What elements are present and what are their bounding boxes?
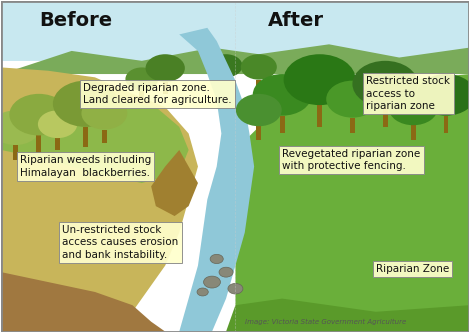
Circle shape bbox=[236, 94, 282, 126]
Text: Before: Before bbox=[39, 11, 112, 30]
Bar bbox=[383, 107, 388, 127]
Circle shape bbox=[389, 91, 438, 125]
Circle shape bbox=[352, 61, 418, 107]
Bar bbox=[13, 145, 18, 160]
Text: Revegetated riparian zone
with protective fencing.: Revegetated riparian zone with protectiv… bbox=[282, 149, 420, 171]
Circle shape bbox=[53, 81, 118, 127]
Bar bbox=[163, 82, 167, 94]
Bar bbox=[83, 127, 88, 147]
Bar bbox=[36, 136, 41, 153]
Circle shape bbox=[326, 81, 379, 118]
Circle shape bbox=[253, 74, 312, 116]
Circle shape bbox=[219, 267, 233, 277]
Bar bbox=[280, 116, 284, 134]
Text: Degraded riparian zone.
Land cleared for agriculture.: Degraded riparian zone. Land cleared for… bbox=[83, 83, 232, 105]
Circle shape bbox=[210, 54, 242, 77]
Circle shape bbox=[9, 94, 68, 136]
Bar bbox=[411, 125, 416, 140]
Polygon shape bbox=[1, 44, 469, 74]
Bar bbox=[256, 80, 261, 91]
Bar bbox=[317, 105, 322, 127]
Circle shape bbox=[146, 54, 185, 82]
Circle shape bbox=[126, 68, 158, 91]
Bar bbox=[102, 130, 107, 144]
Polygon shape bbox=[151, 150, 198, 216]
Bar bbox=[350, 118, 355, 134]
Circle shape bbox=[0, 110, 40, 145]
Circle shape bbox=[38, 110, 77, 138]
Text: Riparian Zone: Riparian Zone bbox=[376, 264, 449, 274]
Circle shape bbox=[417, 74, 474, 116]
Polygon shape bbox=[236, 74, 469, 332]
Bar bbox=[139, 91, 144, 101]
Polygon shape bbox=[226, 299, 469, 332]
Text: After: After bbox=[268, 11, 324, 30]
Bar bbox=[55, 138, 60, 150]
Text: Riparian weeds including
Himalayan  blackberries.: Riparian weeds including Himalayan black… bbox=[20, 155, 151, 178]
Text: Un-restricted stock
access causes erosion
and bank instability.: Un-restricted stock access causes erosio… bbox=[62, 225, 179, 260]
Circle shape bbox=[283, 54, 356, 105]
Circle shape bbox=[82, 97, 128, 130]
Bar bbox=[256, 126, 261, 140]
Circle shape bbox=[228, 283, 243, 294]
Circle shape bbox=[241, 54, 277, 80]
Bar bbox=[444, 116, 448, 134]
Polygon shape bbox=[1, 101, 189, 183]
FancyBboxPatch shape bbox=[1, 1, 469, 61]
Polygon shape bbox=[1, 272, 165, 332]
Polygon shape bbox=[179, 28, 254, 332]
Text: Restricted stock
access to
riparian zone: Restricted stock access to riparian zone bbox=[366, 77, 450, 111]
Circle shape bbox=[197, 288, 208, 296]
Bar bbox=[224, 77, 228, 87]
Polygon shape bbox=[1, 68, 198, 332]
Circle shape bbox=[210, 254, 223, 264]
Circle shape bbox=[203, 276, 220, 288]
Text: Image: Victoria State Government Agriculture: Image: Victoria State Government Agricul… bbox=[245, 319, 406, 325]
